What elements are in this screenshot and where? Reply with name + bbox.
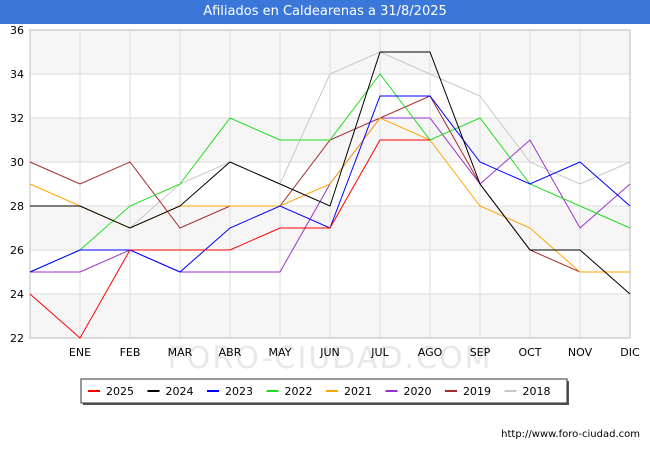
y-tick-label: 28: [10, 200, 24, 213]
x-tick-label: MAR: [168, 346, 193, 359]
legend-box: [80, 378, 568, 404]
y-tick-label: 26: [10, 244, 24, 257]
series-line-2025: [29, 139, 430, 339]
x-tick-label: AGO: [418, 346, 443, 359]
x-tick-label: SEP: [470, 346, 491, 359]
legend-label-2021: 2021: [344, 385, 372, 398]
series-lines: [29, 51, 631, 339]
x-tick-label: OCT: [518, 346, 541, 359]
legend-label-2022: 2022: [285, 385, 313, 398]
legend-label-2023: 2023: [225, 385, 253, 398]
y-tick-label: 22: [10, 332, 24, 345]
axes: 22 24 26 28 30 32 34 36 ENE FEB MAR ABR MAY JUN JUL AGO…: [10, 24, 640, 359]
x-tick-label: ENE: [69, 346, 91, 359]
legend-label-2018: 2018: [523, 385, 551, 398]
title-bar: [0, 0, 650, 24]
legend-label-2025: 2025: [106, 385, 134, 398]
y-tick-label: 34: [10, 68, 24, 81]
x-tick-label: JUN: [319, 346, 340, 359]
x-tick-label: FEB: [120, 346, 141, 359]
series-line-2024: [30, 51, 631, 295]
legend-label-2020: 2020: [404, 385, 432, 398]
x-tick-label: MAY: [269, 346, 292, 359]
legend-label-2019: 2019: [463, 385, 491, 398]
x-tick-label: ABR: [219, 346, 242, 359]
legend: 2025 2024 2023 2022 2021 2020 2019 2018: [80, 378, 569, 405]
y-tick-label: 36: [10, 24, 24, 37]
y-tick-label: 32: [10, 112, 24, 125]
x-tick-label: NOV: [568, 346, 593, 359]
x-tick-label: DIC: [620, 346, 640, 359]
x-tick-label: JUL: [370, 346, 389, 359]
legend-label-2024: 2024: [166, 385, 194, 398]
watermark: FORO-CIUDAD.COM: [168, 341, 493, 376]
credit-url: http://www.foro-ciudad.com: [501, 429, 640, 440]
chart-title: Afiliados en Caldearenas a 31/8/2025: [203, 4, 447, 19]
y-tick-label: 24: [10, 288, 24, 301]
y-tick-label: 30: [10, 156, 24, 169]
